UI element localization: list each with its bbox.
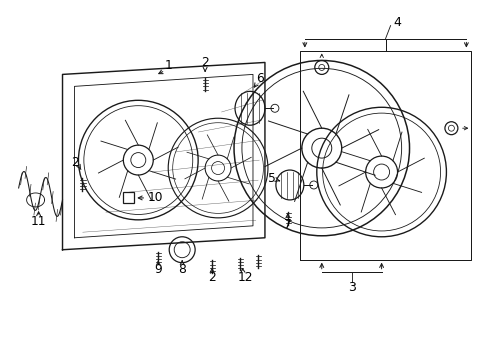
- Text: 2: 2: [71, 156, 79, 168]
- Text: 2: 2: [201, 56, 208, 69]
- Text: 8: 8: [178, 263, 186, 276]
- Text: 4: 4: [393, 16, 401, 29]
- Text: 5: 5: [267, 171, 275, 185]
- Text: 9: 9: [154, 263, 162, 276]
- Text: 12: 12: [237, 271, 252, 284]
- Text: 7: 7: [284, 218, 291, 231]
- Text: 6: 6: [256, 72, 264, 85]
- Text: 10: 10: [147, 192, 163, 204]
- Text: 2: 2: [208, 271, 216, 284]
- Text: 11: 11: [31, 215, 46, 228]
- Text: 1: 1: [164, 59, 172, 72]
- Text: 3: 3: [347, 281, 355, 294]
